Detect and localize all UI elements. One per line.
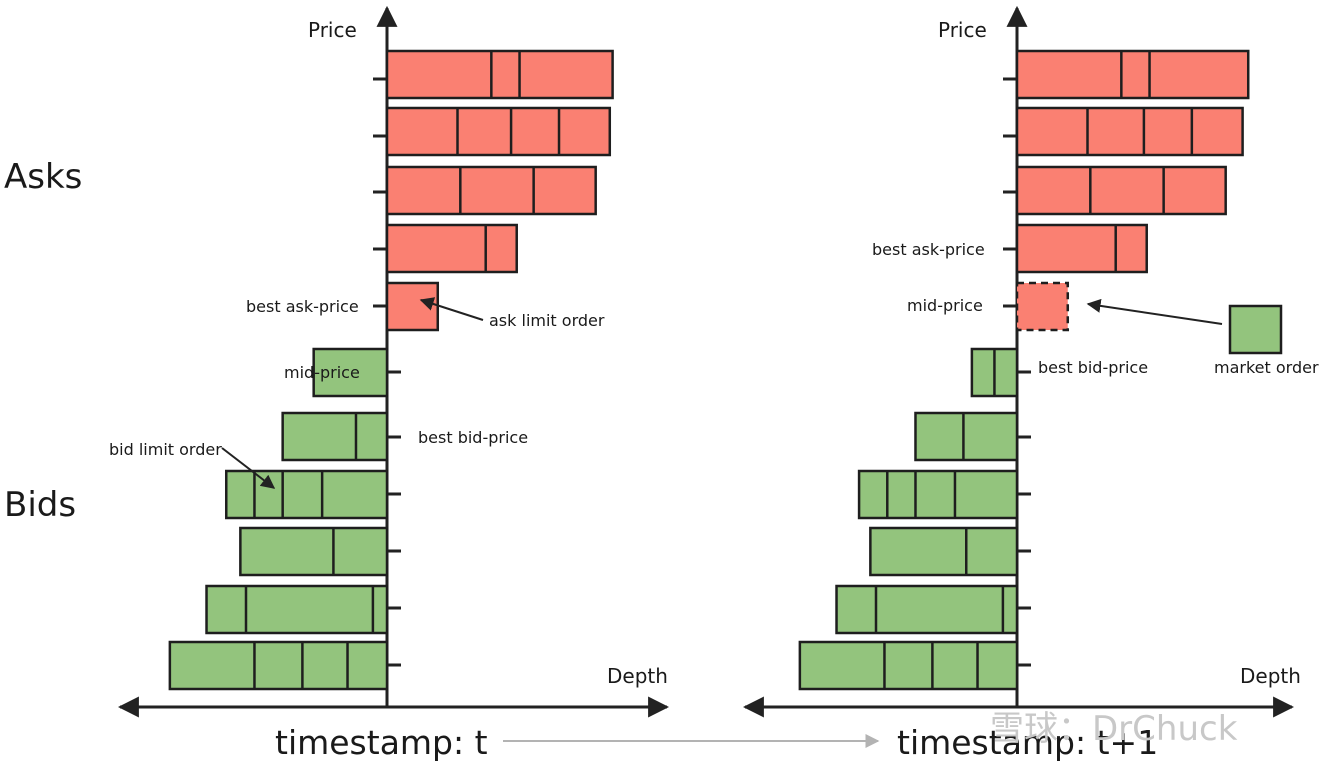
bid-level-row [857, 469, 1019, 520]
ask-level-row [385, 165, 597, 216]
bid-level-bar [857, 469, 1019, 520]
ask-level-row [385, 106, 612, 157]
order-book-bars [798, 49, 1250, 691]
bid-level-row [239, 526, 389, 577]
ask-level-bar [1015, 223, 1148, 274]
price-axis-label: Price [938, 18, 987, 42]
bid-level-row [205, 584, 389, 635]
ask-level-row [1015, 223, 1148, 274]
ask-level-bar [385, 106, 612, 157]
market-order-box [1228, 304, 1283, 355]
bid-level-row [970, 347, 1019, 398]
bid-level-bar [914, 411, 1019, 462]
ask-level-bar [385, 165, 597, 216]
bid-level-bar [798, 640, 1019, 691]
bid-level-bar [239, 526, 389, 577]
bid-level-bar [205, 584, 389, 635]
timestamp-label: timestamp: t+1 [897, 723, 1158, 762]
bid-level-row [168, 640, 389, 691]
bid-level-bar [312, 347, 389, 398]
bid-level-row [914, 411, 1019, 462]
price-ticks [373, 77, 401, 667]
bid-level-row [281, 411, 389, 462]
ask-level-bar [1015, 49, 1250, 100]
ask-level-row [385, 281, 440, 332]
bid-level-bar [281, 411, 389, 462]
asks-side-label: Asks [4, 157, 82, 197]
ask-level-bar [385, 49, 614, 100]
mid-price-label: mid-price [907, 296, 983, 315]
depth-axis-label: Depth [1240, 664, 1301, 688]
price-ticks [1003, 77, 1031, 667]
bid-level-row [225, 469, 389, 520]
bid-level-row [835, 584, 1019, 635]
order-book-bars [168, 49, 614, 691]
ask-level-bar [385, 281, 440, 332]
bid-level-row [312, 347, 389, 398]
bid-level-row [869, 526, 1019, 577]
ask-level-bar [1015, 165, 1227, 216]
bid-level-bar [168, 640, 389, 691]
best-bid-price-label: best bid-price [418, 428, 528, 447]
ask-level-row [1015, 165, 1227, 216]
bid-level-bar [869, 526, 1019, 577]
best-ask-price-label: best ask-price [872, 240, 985, 259]
bid-limit-order-label: bid limit order [109, 440, 222, 459]
best-ask-price-label: best ask-price [246, 297, 359, 316]
best-bid-price-label: best bid-price [1038, 358, 1148, 377]
bid-level-bar [835, 584, 1019, 635]
ask-level-row [1015, 106, 1244, 157]
consumed-ask-order [1015, 281, 1070, 332]
timestamp-label: timestamp: t [275, 723, 488, 762]
ask-level-row [1015, 49, 1250, 100]
ask-level-row [385, 223, 518, 274]
panel-t-plus-1: Price Depth best ask-price mid-price bes… [742, 5, 1319, 762]
ask-limit-order-label: ask limit order [489, 311, 605, 330]
ask-level-row [385, 49, 614, 100]
market-order-label: market order [1214, 358, 1319, 377]
panel-t: Price Depth best ask-price mid-price bes… [109, 5, 670, 762]
depth-axis-label: Depth [607, 664, 668, 688]
watermark: 雪球：DrChuck [990, 709, 1238, 749]
ask-limit-order-arrow [419, 297, 484, 321]
bids-side-label: Bids [4, 485, 76, 525]
ask-level-bar [1015, 106, 1244, 157]
mid-price-label: mid-price [284, 363, 360, 382]
ask-level-bar [385, 223, 518, 274]
price-axis-label: Price [308, 18, 357, 42]
market-order-arrow [1086, 298, 1223, 325]
bid-level-row [798, 640, 1019, 691]
bid-level-bar [225, 469, 389, 520]
bid-limit-order-arrow [221, 447, 276, 489]
